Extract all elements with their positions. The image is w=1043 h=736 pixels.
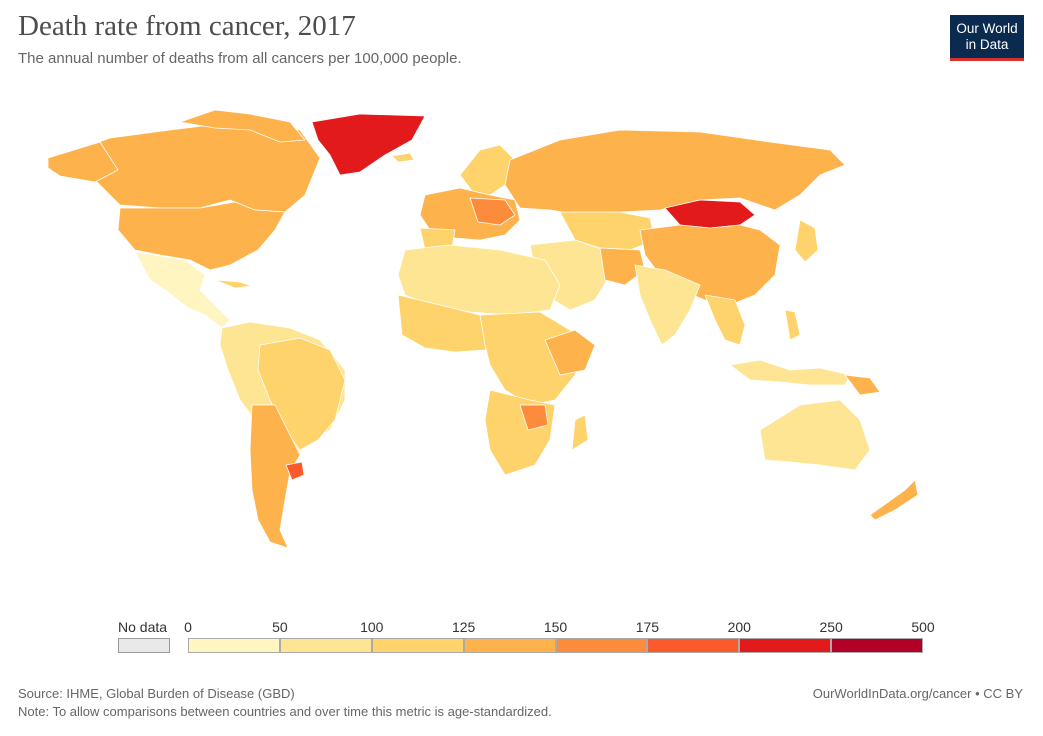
region-australia[interactable] — [759, 399, 871, 471]
legend-tick-label: 50 — [272, 619, 288, 635]
methodology-note: Note: To allow comparisons between count… — [18, 704, 552, 719]
credit-link[interactable]: OurWorldInData.org/cancer • CC BY — [812, 686, 1023, 701]
region-india[interactable] — [634, 264, 701, 346]
logo-line-1: Our World — [956, 21, 1018, 36]
legend-bin-5[interactable] — [647, 638, 740, 653]
chart-subtitle: The annual number of deaths from all can… — [18, 50, 462, 67]
region-russia[interactable] — [504, 129, 846, 216]
no-data-swatch — [118, 638, 170, 653]
legend-tick-label: 0 — [184, 619, 192, 635]
legend-tick-label: 250 — [819, 619, 843, 635]
region-iran-pakistan[interactable] — [599, 247, 646, 286]
legend-bin-6[interactable] — [739, 638, 832, 653]
region-caribbean[interactable] — [214, 279, 253, 289]
region-greenland[interactable] — [311, 113, 426, 176]
region-alaska[interactable] — [47, 141, 119, 183]
region-philippines[interactable] — [784, 309, 801, 341]
legend-tick-label: 500 — [911, 619, 935, 635]
legend-tick-label: 100 — [360, 619, 384, 635]
region-usa[interactable] — [117, 201, 286, 271]
logo-line-2: in Data — [965, 37, 1009, 52]
legend-tick-label: 150 — [543, 619, 568, 635]
no-data-label: No data — [118, 619, 168, 635]
legend-tick-label: 200 — [727, 619, 751, 635]
region-indonesia[interactable] — [729, 359, 851, 386]
region-west-africa[interactable] — [397, 294, 501, 353]
legend-bin-2[interactable] — [371, 638, 464, 653]
region-central-europe[interactable] — [469, 197, 516, 226]
region-zimbabwe-malawi[interactable] — [519, 404, 549, 431]
source-note: Source: IHME, Global Burden of Disease (… — [18, 686, 295, 701]
region-iceland[interactable] — [391, 152, 415, 163]
region-new-zealand[interactable] — [869, 479, 919, 521]
region-madagascar[interactable] — [571, 414, 589, 451]
region-uruguay[interactable] — [285, 461, 305, 481]
region-arctic-islands[interactable] — [179, 109, 306, 143]
region-japan[interactable] — [794, 219, 819, 263]
region-southern-africa[interactable] — [484, 389, 556, 476]
legend-tick-label: 125 — [451, 619, 476, 635]
legend-bin-7[interactable] — [831, 638, 923, 653]
chart-title: Death rate from cancer, 2017 — [18, 10, 356, 42]
region-southeast-asia[interactable] — [704, 294, 746, 346]
region-papua[interactable] — [844, 374, 881, 396]
legend-tick-label: 175 — [635, 619, 660, 635]
region-bolivia-argentina[interactable] — [249, 404, 301, 549]
legend-bin-0[interactable] — [188, 638, 280, 653]
legend-bin-1[interactable] — [279, 638, 372, 653]
legend-bin-3[interactable] — [463, 638, 556, 653]
region-east-africa[interactable] — [544, 329, 596, 376]
legend-bin-4[interactable] — [555, 638, 648, 653]
region-mexico[interactable] — [134, 251, 231, 329]
world-map — [47, 109, 919, 549]
owid-logo[interactable]: Our World in Data — [950, 15, 1024, 61]
region-brazil[interactable] — [257, 337, 346, 451]
